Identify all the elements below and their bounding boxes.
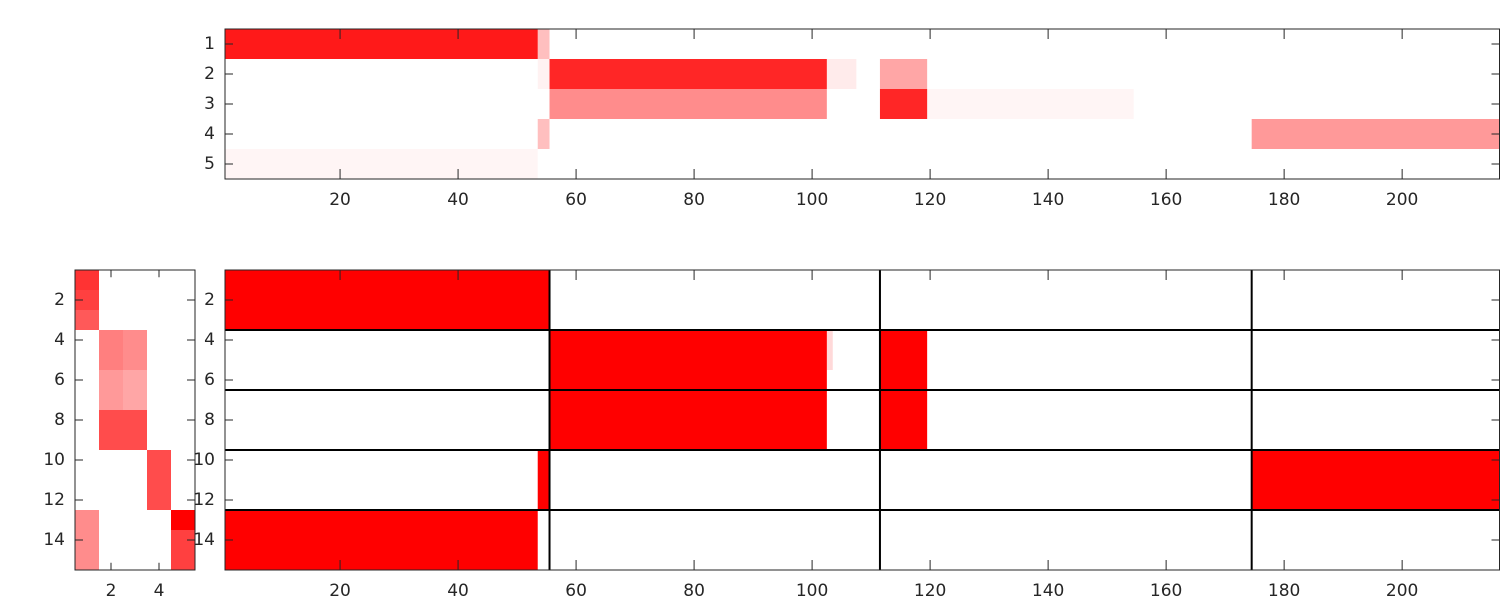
y-tick-label: 4 [54,330,65,350]
x-tick-label: 20 [329,581,351,600]
heat-cell [537,119,550,149]
heat-cell [99,330,123,370]
heat-cell [123,330,147,370]
y-tick-label: 8 [204,410,215,430]
x-tick-label: 160 [1150,190,1182,210]
heat-cell [826,59,857,89]
heat-cell [1251,450,1500,510]
y-tick-label: 10 [193,450,215,470]
y-tick-label: 2 [54,290,65,310]
heat-cell [99,370,123,410]
heat-cell [879,89,928,119]
x-tick-label: 40 [447,581,469,600]
y-tick-label: 8 [54,410,65,430]
heat-cell [225,270,550,330]
heat-cell [123,370,147,410]
x-tick-label: 120 [914,190,946,210]
y-tick-label: 5 [204,154,215,174]
x-tick-label: 4 [154,581,165,600]
heat-cell [537,29,550,59]
x-tick-label: 40 [447,190,469,210]
y-tick-label: 14 [193,530,215,550]
x-tick-label: 160 [1150,581,1182,600]
y-tick-label: 10 [43,450,65,470]
y-tick-label: 2 [204,290,215,310]
heat-cell [549,89,827,119]
axes-box [74,269,196,571]
heat-cell [1251,119,1500,149]
heat-cell [225,510,538,570]
heat-cell [75,270,99,290]
heat-cell [75,290,99,310]
heat-cell [537,450,550,510]
x-tick-label: 200 [1386,190,1418,210]
y-tick-label: 12 [43,490,65,510]
heat-cell [147,450,171,510]
heat-cell [549,59,827,89]
y-tick-label: 6 [54,370,65,390]
y-tick-label: 4 [204,124,215,144]
heat-cell [123,410,147,450]
y-tick-label: 3 [204,94,215,114]
heat-cell [879,59,928,89]
x-tick-label: 100 [796,581,828,600]
x-tick-label: 140 [1032,190,1064,210]
heat-cell [826,330,833,370]
x-tick-label: 140 [1032,581,1064,600]
y-tick-label: 12 [193,490,215,510]
y-tick-label: 14 [43,530,65,550]
heat-cell [171,530,195,570]
x-tick-label: 2 [106,581,117,600]
y-tick-label: 1 [204,34,215,54]
x-tick-label: 80 [683,581,705,600]
x-tick-label: 180 [1268,581,1300,600]
y-tick-label: 6 [204,370,215,390]
heat-cell [171,510,195,530]
x-tick-label: 60 [565,190,587,210]
x-tick-label: 60 [565,581,587,600]
heat-cell [927,89,1134,119]
heat-cell [225,149,538,179]
x-tick-label: 120 [914,581,946,600]
heat-cell [537,59,550,89]
heat-cell [75,310,99,330]
heat-cell [99,410,123,450]
x-tick-label: 100 [796,190,828,210]
y-tick-label: 2 [204,64,215,84]
x-tick-label: 20 [329,190,351,210]
x-tick-label: 200 [1386,581,1418,600]
heat-cell [225,29,538,59]
y-tick-label: 4 [204,330,215,350]
x-tick-label: 80 [683,190,705,210]
x-tick-label: 180 [1268,190,1300,210]
